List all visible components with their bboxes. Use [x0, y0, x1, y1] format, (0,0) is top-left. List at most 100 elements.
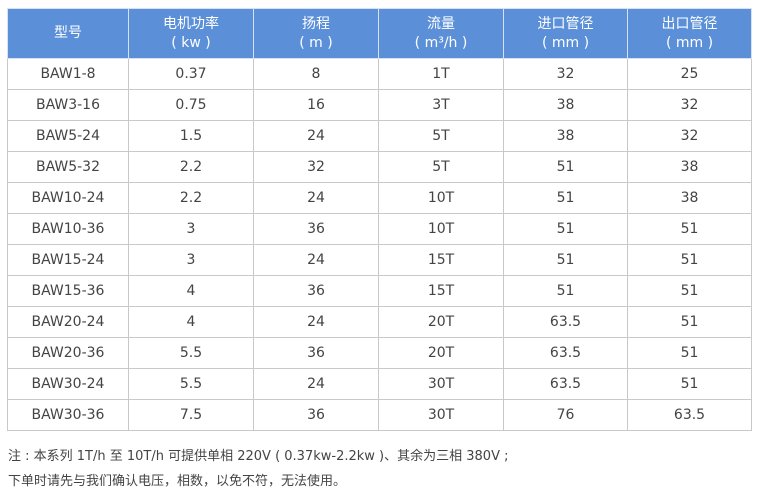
table-cell: 24 — [253, 120, 379, 152]
table-cell: 51 — [503, 182, 628, 214]
table-row: BAW10-24 2.2 24 10T 51 38 — [7, 182, 752, 214]
table-cell: 25 — [627, 58, 752, 90]
header-text: 进口管径 — [537, 15, 594, 32]
table-body: BAW1-8 0.37 8 1T 32 25 BAW3-16 0.75 16 3T 38 32 BAW5… — [7, 58, 752, 431]
header-text: ( m ) — [299, 34, 333, 51]
table-cell: 15T — [378, 244, 504, 276]
header-text: ( mm ) — [541, 34, 590, 51]
table-row: BAW10-36 3 36 10T 51 51 — [7, 213, 752, 245]
table-cell: 0.37 — [128, 58, 254, 90]
table-cell: 5T — [378, 151, 504, 183]
table-cell: BAW15-24 — [7, 244, 129, 276]
table-cell: 24 — [253, 368, 379, 400]
table-cell: 38 — [503, 89, 628, 121]
header-text: ( kw ) — [171, 34, 211, 51]
header-cell: 电机功率 ( kw ) — [128, 8, 254, 59]
table-cell: 76 — [503, 399, 628, 431]
table-cell: 24 — [253, 244, 379, 276]
table-cell: 51 — [503, 275, 628, 307]
header-text: 型号 — [54, 25, 82, 41]
table-cell: 20T — [378, 306, 504, 338]
table-cell: 5.5 — [128, 337, 254, 369]
table-cell: 4 — [128, 275, 254, 307]
table-cell: 38 — [627, 182, 752, 214]
table-cell: 8 — [253, 58, 379, 90]
header-cell: 型号 — [7, 8, 129, 59]
table-cell: BAW3-16 — [7, 89, 129, 121]
table-cell: 36 — [253, 337, 379, 369]
table-row: BAW1-8 0.37 8 1T 32 25 — [7, 58, 752, 90]
table-cell: 3 — [128, 213, 254, 245]
table-cell: 15T — [378, 275, 504, 307]
table-cell: 3T — [378, 89, 504, 121]
notes: 注 : 本系列 1T/h 至 10T/h 可提供单相 220V ( 0.37kw… — [8, 444, 508, 494]
table-cell: 36 — [253, 213, 379, 245]
table-cell: 51 — [503, 244, 628, 276]
table-cell: 16 — [253, 89, 379, 121]
header-text: ( m³/h ) — [414, 34, 468, 51]
table-cell: 10T — [378, 182, 504, 214]
table-cell: 30T — [378, 368, 504, 400]
table-cell: BAW10-36 — [7, 213, 129, 245]
table-row: BAW5-24 1.5 24 5T 38 32 — [7, 120, 752, 152]
table-cell: BAW30-24 — [7, 368, 129, 400]
table-cell: 0.75 — [128, 89, 254, 121]
table-cell: 51 — [503, 213, 628, 245]
header-cell: 扬程 ( m ) — [253, 8, 379, 59]
table-cell: 30T — [378, 399, 504, 431]
note-line: 下单时请先与我们确认电压，相数，以免不符，无法使用。 — [8, 474, 347, 489]
table-row: BAW20-24 4 24 20T 63.5 51 — [7, 306, 752, 338]
header-cell: 出口管径 ( mm ) — [627, 8, 752, 59]
table-cell: 36 — [253, 399, 379, 431]
table-cell: 51 — [627, 213, 752, 245]
header-text: 电机功率 — [163, 15, 219, 32]
table-cell: BAW5-32 — [7, 151, 129, 183]
table-cell: BAW20-24 — [7, 306, 129, 338]
table-row: BAW30-36 7.5 36 30T 76 63.5 — [7, 399, 752, 431]
table-cell: 38 — [503, 120, 628, 152]
header-cell: 流量 ( m³/h ) — [378, 8, 504, 59]
table-cell: BAW30-36 — [7, 399, 129, 431]
table-row: BAW15-36 4 36 15T 51 51 — [7, 275, 752, 307]
table-cell: 51 — [627, 306, 752, 338]
table-cell: BAW5-24 — [7, 120, 129, 152]
table-cell: 32 — [253, 151, 379, 183]
header-text: ( mm ) — [665, 34, 714, 51]
table-cell: 63.5 — [503, 306, 628, 338]
table-cell: 51 — [627, 244, 752, 276]
table-cell: 51 — [627, 368, 752, 400]
table-cell: 32 — [503, 58, 628, 90]
table-cell: 2.2 — [128, 151, 254, 183]
table-cell: 4 — [128, 306, 254, 338]
table-cell: 36 — [253, 275, 379, 307]
header-text: 扬程 — [302, 15, 330, 32]
table-cell: 10T — [378, 213, 504, 245]
table-row: BAW15-24 3 24 15T 51 51 — [7, 244, 752, 276]
header-cell: 进口管径 ( mm ) — [503, 8, 628, 59]
note-line: 注 : 本系列 1T/h 至 10T/h 可提供单相 220V ( 0.37kw… — [8, 449, 509, 464]
header-text: 流量 — [427, 15, 455, 32]
table-cell: 2.2 — [128, 182, 254, 214]
table-cell: 32 — [627, 120, 752, 152]
table-cell: 5.5 — [128, 368, 254, 400]
table-cell: 38 — [627, 151, 752, 183]
table-cell: BAW10-24 — [7, 182, 129, 214]
table-row: BAW20-36 5.5 36 20T 63.5 51 — [7, 337, 752, 369]
table-cell: 51 — [503, 151, 628, 183]
table-row: BAW3-16 0.75 16 3T 38 32 — [7, 89, 752, 121]
table-cell: 24 — [253, 182, 379, 214]
table-cell: 1.5 — [128, 120, 254, 152]
table-cell: 1T — [378, 58, 504, 90]
table-row: BAW30-24 5.5 24 30T 63.5 51 — [7, 368, 752, 400]
header-text: 出口管径 — [661, 15, 718, 32]
table-row: BAW5-32 2.2 32 5T 51 38 — [7, 151, 752, 183]
table-cell: 3 — [128, 244, 254, 276]
table-cell: 63.5 — [503, 337, 628, 369]
table-cell: BAW15-36 — [7, 275, 129, 307]
table-cell: 51 — [627, 337, 752, 369]
table-cell: 63.5 — [503, 368, 628, 400]
table-cell: 7.5 — [128, 399, 254, 431]
table-cell: 32 — [627, 89, 752, 121]
header-row: 型号 电机功率( kw ) 扬程( m ) 流量( m³/h ) 进口管径( mm ) 出… — [7, 8, 752, 59]
table-cell: 51 — [627, 275, 752, 307]
